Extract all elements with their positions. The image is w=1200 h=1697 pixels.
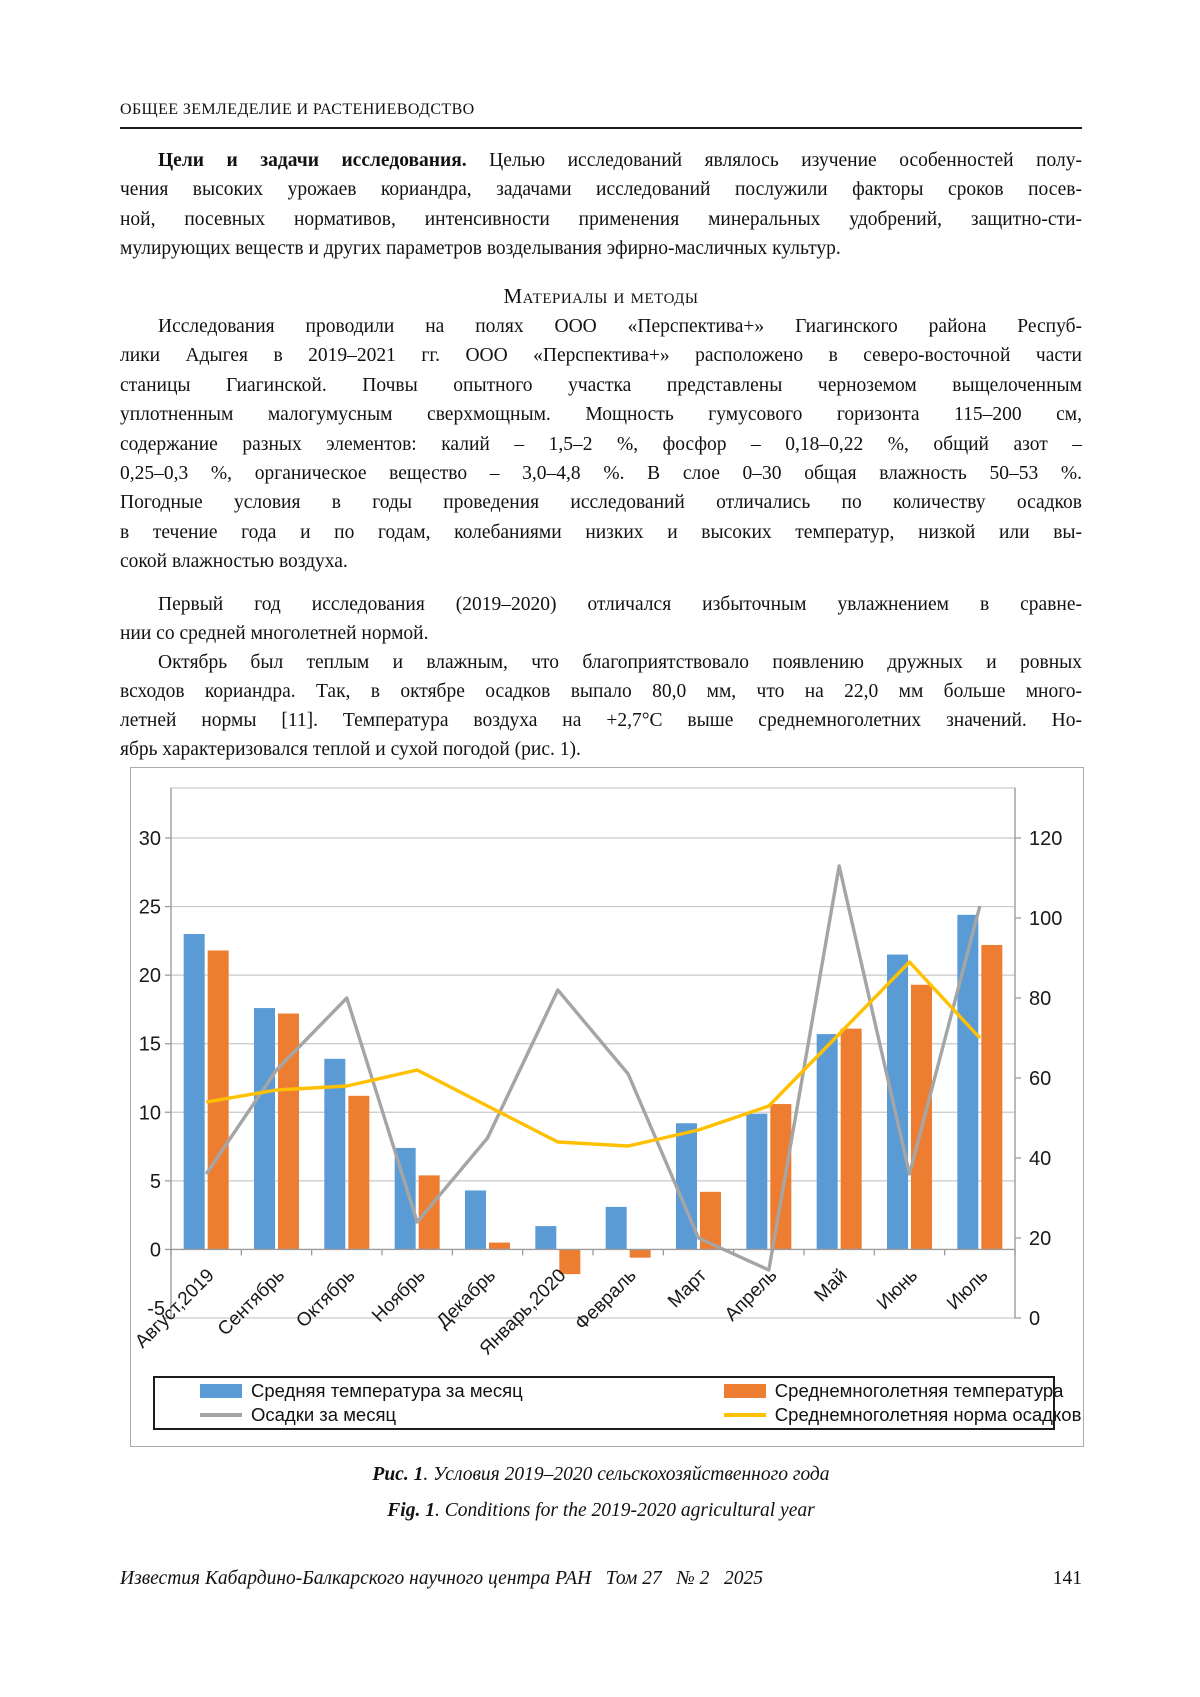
line-precipitation [204, 864, 982, 1272]
header-rule [120, 127, 1082, 129]
svg-text:80: 80 [1029, 988, 1051, 1010]
svg-text:0: 0 [150, 1239, 161, 1261]
text-line: лики Адыгея в 2019–2021 гг. ООО «Перспек… [120, 345, 1082, 367]
legend-item-precip-norm: Среднемноголетняя норма осадков [694, 1404, 1081, 1426]
text-line: 0,25–0,3 %, органическое вещество – 3,0–… [120, 463, 1082, 485]
plot-area [170, 787, 1016, 1319]
axes [165, 788, 1021, 1319]
text-line: ябрь характеризовался теплой и сухой пог… [120, 739, 581, 760]
legend-item-precipitation: Осадки за месяц [155, 1404, 694, 1426]
legend-label: Средняя температура за месяц [251, 1380, 523, 1401]
svg-text:10: 10 [139, 1102, 161, 1124]
caption-prefix: Fig. 1 [387, 1500, 435, 1521]
text-line: Октябрь был теплым и влажным, что благоп… [158, 652, 1082, 673]
right-axis-labels: 120 100 80 60 40 20 0 [1029, 828, 1062, 1330]
svg-text:-5: -5 [147, 1298, 165, 1320]
text-line: Цели и задачи исследования. Целью исслед… [120, 146, 1082, 175]
text-line: мулирующих веществ и других параметров в… [120, 238, 841, 260]
paragraph-methods: Исследования проводили на полях ООО «Пер… [120, 312, 1082, 577]
svg-text:60: 60 [1029, 1068, 1051, 1090]
line-precip-norm [205, 960, 982, 1148]
paragraph-lead: Цели и задачи исследования. [158, 150, 467, 171]
text-line: в течение года и по годам, колебаниями н… [120, 521, 1082, 543]
svg-text:20: 20 [1029, 1228, 1051, 1250]
left-axis-labels: 30 25 20 15 10 5 0 -5 [139, 828, 165, 1320]
legend-label: Среднемноголетняя норма осадков [774, 1404, 1082, 1425]
text-line: Исследования проводили на полях ООО «Пер… [158, 316, 1082, 337]
paragraph-first-year: Первый год исследования (2019–2020) отли… [120, 590, 1082, 649]
legend-swatch-precipitation [200, 1413, 242, 1417]
svg-text:20: 20 [139, 965, 161, 987]
paragraph-goals: Цели и задачи исследования. Целью исслед… [120, 146, 1082, 264]
figure-caption-en: Fig. 1. Conditions for the 2019-2020 agr… [120, 1500, 1082, 1522]
text-line: Погодные условия в годы проведения иссле… [120, 492, 1082, 514]
text-line: уплотненным малогумусным сверхмощным. Мо… [120, 404, 1082, 426]
weather-chart-figure: 30 25 20 15 10 5 0 -5 120 100 80 60 40 20 0 Август,2019… [130, 767, 1084, 1447]
legend-item-longterm-temp: Среднемноголетняя температура [694, 1380, 1063, 1402]
bars-avg-temp [183, 914, 979, 1250]
page-footer: Известия Кабардино-Балкарского научного … [120, 1568, 1082, 1590]
svg-text:30: 30 [139, 828, 161, 850]
legend-label: Осадки за месяц [251, 1404, 397, 1425]
section-heading: Материалы и методы [503, 284, 699, 308]
legend-swatch-avg-temp [200, 1384, 242, 1398]
text-line: нии со средней многолетней нормой. [120, 623, 429, 645]
text-line: сокой влажностью воздуха. [120, 551, 348, 573]
gridlines [171, 837, 1015, 1182]
page-number: 141 [1052, 1568, 1082, 1589]
text-line: содержание разных элементов: калий – 1,5… [120, 433, 1082, 455]
legend-item-avg-temp: Средняя температура за месяц [155, 1380, 694, 1402]
legend-label: Среднемноголетняя температура [774, 1380, 1064, 1401]
figure-caption-ru: Рис. 1. Условия 2019–2020 сельскохозяйст… [120, 1464, 1082, 1486]
paragraph-october: Октябрь был теплым и влажным, что благоп… [120, 648, 1082, 764]
svg-text:25: 25 [139, 897, 161, 919]
svg-text:120: 120 [1029, 828, 1062, 850]
legend-swatch-longterm-temp [723, 1384, 766, 1398]
running-head: ОБЩЕЕ ЗЕМЛЕДЕЛИЕ И РАСТЕНИЕВОДСТВО [120, 101, 475, 118]
text-line: летней нормы [11]. Температура воздуха н… [120, 710, 1082, 731]
svg-text:40: 40 [1029, 1148, 1051, 1170]
caption-prefix: Рис. 1 [372, 1464, 424, 1485]
legend-swatch-precip-norm [723, 1413, 766, 1417]
svg-text:100: 100 [1029, 908, 1062, 930]
caption-text: . Условия 2019–2020 сельскохозяйственног… [423, 1464, 830, 1485]
svg-text:0: 0 [1029, 1308, 1040, 1330]
text-line: всходов кориандра. Так, в октябре осадко… [120, 681, 1082, 702]
weather-chart-canvas: 302520151050-5120100806040200Август,2019… [131, 787, 1062, 1360]
text-line: Первый год исследования (2019–2020) отли… [158, 594, 1082, 615]
text-line: чения высоких урожаев кориандра, задачам… [120, 179, 1082, 201]
svg-text:5: 5 [150, 1171, 161, 1193]
caption-text: . Conditions for the 2019-2020 agricultu… [434, 1500, 815, 1521]
svg-text:15: 15 [139, 1034, 161, 1056]
text-line: ной, посевных нормативов, интенсивности … [120, 208, 1082, 230]
journal-line: Известия Кабардино-Балкарского научного … [120, 1568, 764, 1589]
chart-legend: Средняя температура за месяц Среднемного… [153, 1376, 1081, 1430]
text-span: Целью исследований являлось изучение осо… [466, 150, 1082, 171]
text-line: станицы Гиагинской. Почвы опытного участ… [120, 374, 1082, 396]
